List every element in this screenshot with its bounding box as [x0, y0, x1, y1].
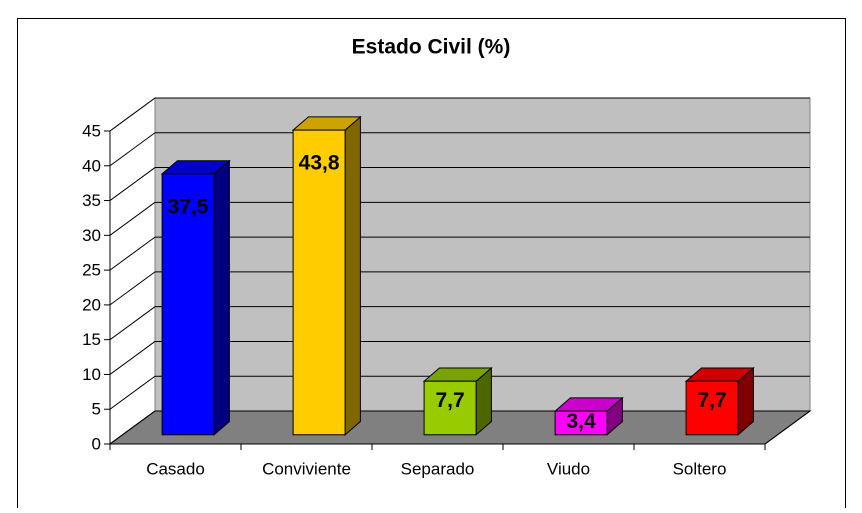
side-grid-line [109, 167, 156, 201]
y-tick-label: 10 [82, 365, 101, 384]
side-grid-line [109, 375, 156, 410]
side-grid-line [109, 410, 156, 445]
y-tick-label: 45 [82, 121, 101, 140]
y-tick-label: 40 [82, 156, 101, 175]
y-tick-label: 25 [82, 261, 101, 280]
bar [292, 129, 346, 436]
data-label: 7,7 [435, 389, 464, 412]
bar-side [213, 159, 230, 436]
chart-border [17, 18, 846, 508]
bar-side [344, 115, 361, 436]
side-grid-line [109, 201, 156, 236]
data-label: 7,7 [697, 389, 726, 412]
side-grid-line [109, 236, 156, 271]
floor-edge [764, 410, 811, 445]
y-tick-label: 15 [82, 330, 101, 349]
side-grid-line [109, 271, 156, 306]
y-tick-label: 5 [92, 400, 101, 419]
data-label: 43,8 [299, 152, 340, 175]
x-tick-label: Viudo [547, 459, 590, 478]
bar [685, 380, 739, 436]
data-label: 3,4 [566, 410, 596, 433]
side-grid-line [109, 306, 156, 341]
y-tick-label: 30 [82, 226, 101, 245]
x-tick-label: Separado [401, 459, 475, 478]
x-tick-label: Casado [146, 459, 205, 478]
y-tick-label: 35 [82, 191, 101, 210]
data-label: 37,5 [168, 195, 209, 218]
side-grid-line [109, 341, 156, 375]
bar [554, 410, 608, 436]
y-tick-label: 20 [82, 295, 101, 314]
side-grid-line [109, 132, 156, 167]
y-tick-label: 0 [92, 434, 101, 453]
bar [423, 380, 477, 436]
chart-title: Estado Civil (%) [352, 36, 511, 59]
side-wall [109, 97, 156, 445]
side-grid-line [109, 97, 156, 132]
bar [161, 173, 215, 436]
x-tick-label: Conviviente [262, 459, 351, 478]
x-tick-label: Soltero [673, 459, 727, 478]
back-wall [154, 97, 811, 412]
